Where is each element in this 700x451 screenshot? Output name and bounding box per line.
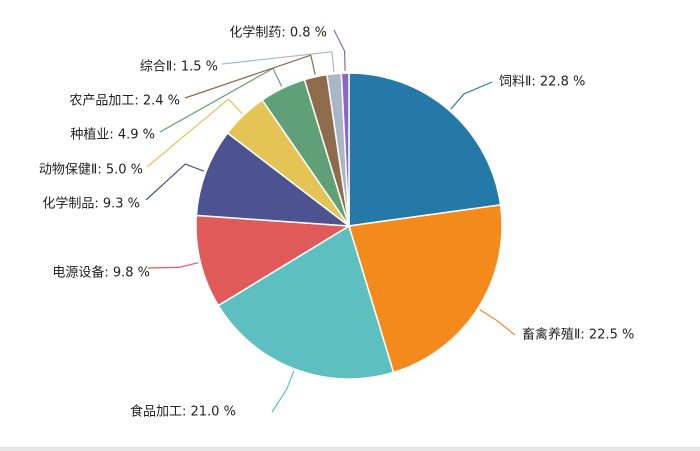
- pie-slice: [348, 72, 502, 227]
- pie-slice: [217, 224, 395, 380]
- leader-line: [146, 98, 243, 168]
- slice-label: 综合Ⅱ: 1.5 %: [140, 60, 218, 75]
- bottom-border: [0, 447, 700, 451]
- slice-label: 化学制品: 9.3 %: [42, 196, 140, 212]
- leader-line: [333, 29, 346, 72]
- pie-slices: [195, 72, 503, 380]
- pie-slice: [340, 72, 350, 227]
- leader-line: [479, 308, 516, 336]
- leader-line: [271, 370, 295, 413]
- pie-slice: [195, 214, 352, 307]
- leader-line: [221, 51, 335, 72]
- leader-line: [184, 54, 316, 99]
- slice-label: 化学制药: 0.8 %: [229, 25, 327, 41]
- leader-lines: [145, 29, 516, 413]
- slice-label: 畜禽养殖Ⅱ: 22.5 %: [522, 327, 634, 343]
- slice-label: 种植业: 4.9 %: [70, 128, 155, 143]
- slice-label: 饲料Ⅱ: 22.8 %: [499, 75, 585, 90]
- slice-label: 动物保健Ⅱ: 5.0 %: [39, 163, 143, 178]
- slice-labels: 饲料Ⅱ: 22.8 % 畜禽养殖Ⅱ: 22.5 % 食品加工: 21.0 % 电源设备…: [39, 25, 634, 420]
- pie-slice: [195, 131, 352, 227]
- pie-slice: [348, 204, 503, 374]
- slice-label: 电源设备: 9.8 %: [52, 265, 150, 281]
- leader-line: [145, 163, 205, 201]
- leader-line: [450, 81, 493, 110]
- slice-label: 农产品加工: 2.4 %: [69, 94, 180, 109]
- leader-line: [147, 262, 199, 269]
- slice-label: 食品加工: 21.0 %: [130, 404, 236, 420]
